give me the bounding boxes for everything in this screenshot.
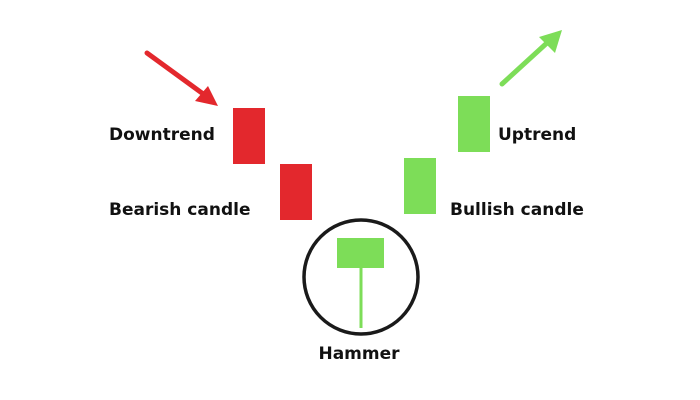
- hammer-candle: [337, 238, 384, 328]
- bullish-candle-label: Bullish candle: [450, 200, 584, 220]
- downtrend-arrow-icon: [144, 50, 218, 106]
- uptrend-label: Uptrend: [498, 125, 576, 145]
- bearish-candle-2: [280, 164, 312, 220]
- bullish-candle-2: [458, 96, 490, 152]
- bearish-candle-1: [233, 108, 265, 164]
- hammer-highlight-circle: [302, 218, 420, 336]
- bullish-candle-1: [404, 158, 436, 214]
- downtrend-label: Downtrend: [109, 125, 215, 145]
- hammer-label: Hammer: [318, 344, 400, 364]
- uptrend-arrow-icon: [499, 30, 562, 87]
- bearish-candle-label: Bearish candle: [109, 200, 251, 220]
